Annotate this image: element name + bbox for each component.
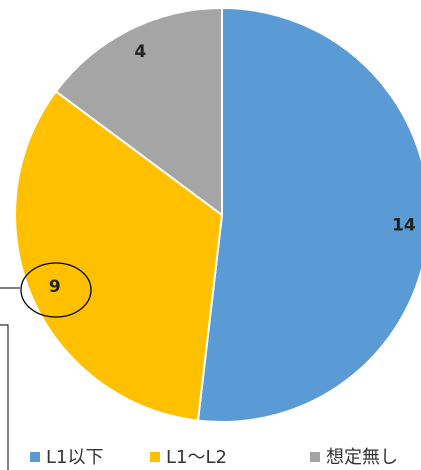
pie: [14, 6, 421, 423]
legend-label: 想定無し: [326, 447, 398, 468]
data-label: 9: [49, 277, 61, 297]
legend-label: L1～L2: [166, 447, 227, 468]
legend-swatch: [150, 452, 160, 462]
legend-swatch: [30, 452, 40, 462]
legend-label: L1以下: [46, 447, 103, 468]
pie-slice: [14, 89, 224, 422]
annotation-circle: [20, 262, 92, 318]
data-label: 14: [392, 216, 416, 236]
data-label: 4: [134, 42, 146, 62]
pie-slice: [54, 6, 223, 217]
value-labels: 14 9 4: [49, 42, 416, 297]
annotation-box: [0, 324, 9, 470]
legend-swatch: [310, 452, 320, 462]
pie-slice: [196, 6, 421, 423]
legend: L1以下 L1～L2 想定無し: [30, 447, 398, 468]
